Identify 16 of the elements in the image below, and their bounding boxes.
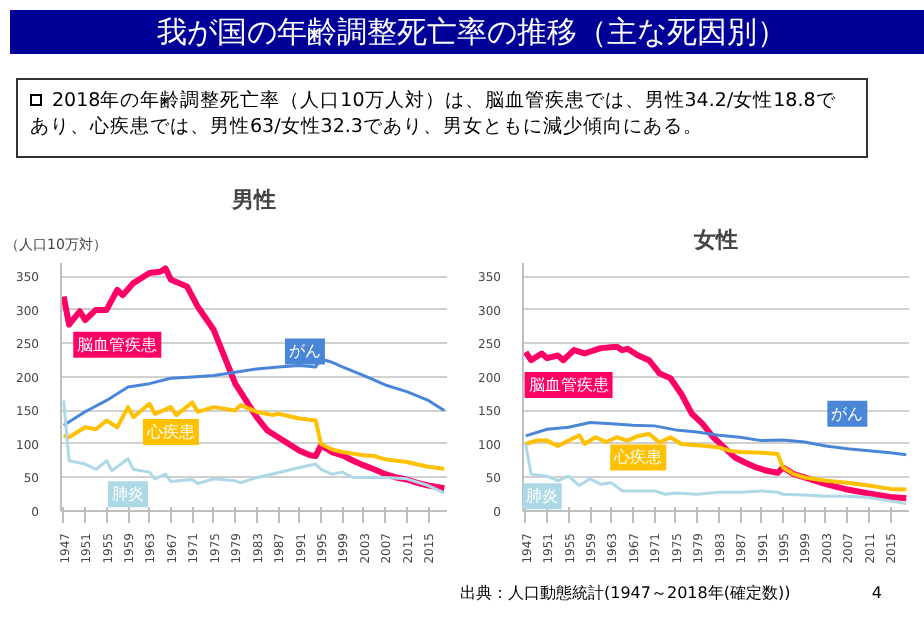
series-label: がん: [288, 342, 321, 361]
series-label: 脳血管疾患: [77, 335, 158, 354]
series-label: 肺炎: [525, 487, 558, 506]
series-label: 脳血管疾患: [528, 375, 609, 394]
series-label: 心疾患: [612, 448, 663, 467]
series-label: 肺炎: [112, 485, 145, 504]
text: 我が国の年齢調整死亡率の推移（主な死因別）: [157, 12, 787, 54]
line-series: [61, 400, 447, 471]
series-label: 心疾患: [144, 422, 195, 441]
series-label: がん: [831, 404, 864, 423]
chart-title: 男性: [230, 187, 276, 213]
chart-title: 女性: [692, 227, 738, 253]
line-series: [524, 442, 908, 506]
line-series: [523, 431, 909, 492]
text: 2018年の年齢調整死亡率（人口10万人対）は、脳血管疾患では、男性34.2/女性18.8であり、心疾患では、男性63/女性32.3であり、男女ともに減少傾向にある。: [30, 88, 838, 140]
text: 出典：人口動態統計(1947～2018年(確定数)) 4: [460, 584, 882, 602]
